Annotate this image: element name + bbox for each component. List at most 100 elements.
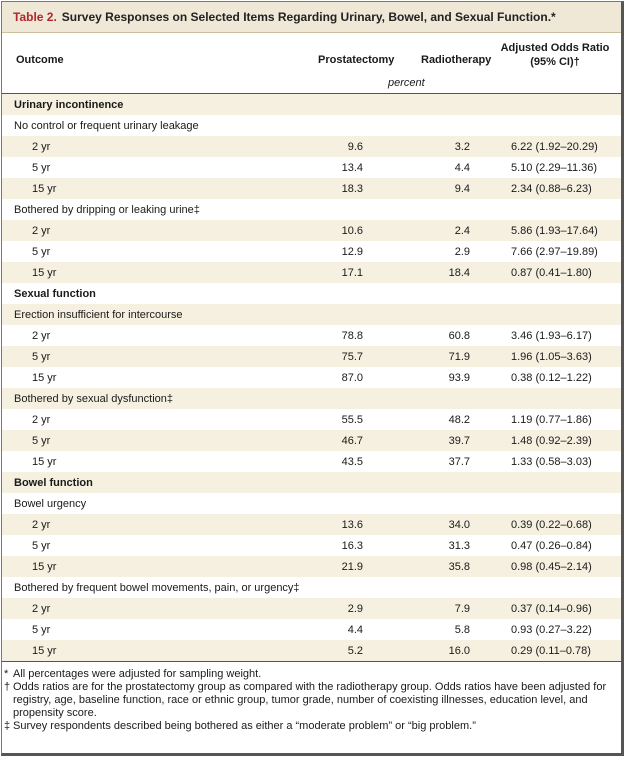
header-unit: percent bbox=[388, 77, 425, 89]
radiotherapy-value: 2.9 bbox=[454, 245, 470, 258]
radiotherapy-value: 37.7 bbox=[448, 455, 470, 468]
item-row: Bowel urgency bbox=[2, 493, 621, 514]
row-label: 15 yr bbox=[32, 455, 57, 468]
odds-ratio-value: 1.19 (0.77–1.86) bbox=[511, 413, 592, 426]
footnote-text: All percentages were adjusted for sampli… bbox=[13, 668, 262, 680]
row-label: 5 yr bbox=[32, 623, 51, 636]
header-aor-line1: Adjusted Odds Ratio bbox=[500, 42, 610, 54]
row-label: 5 yr bbox=[32, 161, 51, 174]
footnote-mark: * bbox=[4, 668, 9, 680]
row-label: 5 yr bbox=[32, 434, 51, 447]
row-label: No control or frequent urinary leakage bbox=[14, 119, 199, 132]
header-radiotherapy: Radiotherapy bbox=[421, 54, 492, 66]
odds-ratio-value: 0.38 (0.12–1.22) bbox=[511, 371, 592, 384]
table-row: 15 yr 87.0 93.9 0.38 (0.12–1.22) bbox=[2, 367, 621, 388]
prostatectomy-value: 87.0 bbox=[341, 371, 363, 384]
footnote: † Odds ratios are for the prostatectomy g… bbox=[4, 681, 617, 720]
odds-ratio-value: 0.29 (0.11–0.78) bbox=[511, 644, 591, 657]
odds-ratio-value: 1.33 (0.58–3.03) bbox=[511, 455, 592, 468]
item-row: Bothered by sexual dysfunction‡ bbox=[2, 388, 621, 409]
prostatectomy-value: 13.6 bbox=[341, 518, 363, 531]
radiotherapy-value: 93.9 bbox=[448, 371, 470, 384]
row-label: Erection insufficient for intercourse bbox=[14, 308, 183, 321]
radiotherapy-value: 34.0 bbox=[448, 518, 470, 531]
odds-ratio-value: 0.47 (0.26–0.84) bbox=[511, 539, 592, 552]
item-row: Bothered by frequent bowel movements, pa… bbox=[2, 577, 621, 598]
footnote-divider bbox=[2, 661, 621, 662]
row-label: 2 yr bbox=[32, 224, 51, 237]
prostatectomy-value: 4.4 bbox=[347, 623, 363, 636]
header-aor-line2: (95% CI)† bbox=[530, 56, 580, 68]
table-title: Survey Responses on Selected Items Regar… bbox=[61, 10, 556, 24]
row-label: 2 yr bbox=[32, 602, 51, 615]
prostatectomy-value: 2.9 bbox=[347, 602, 363, 615]
row-label: 5 yr bbox=[32, 539, 51, 552]
row-label: Bothered by frequent bowel movements, pa… bbox=[14, 581, 300, 594]
radiotherapy-value: 71.9 bbox=[448, 350, 470, 363]
table-body: Urinary incontinence No control or freque… bbox=[2, 94, 621, 661]
radiotherapy-value: 4.4 bbox=[454, 161, 470, 174]
prostatectomy-value: 21.9 bbox=[341, 560, 363, 573]
odds-ratio-value: 3.46 (1.93–6.17) bbox=[511, 329, 592, 342]
table-row: 5 yr 16.3 31.3 0.47 (0.26–0.84) bbox=[2, 535, 621, 556]
footnote-mark: † bbox=[4, 681, 11, 693]
odds-ratio-value: 2.34 (0.88–6.23) bbox=[511, 182, 592, 195]
radiotherapy-value: 39.7 bbox=[448, 434, 470, 447]
row-label: 15 yr bbox=[32, 644, 57, 657]
table-row: 15 yr 18.3 9.4 2.34 (0.88–6.23) bbox=[2, 178, 621, 199]
prostatectomy-value: 46.7 bbox=[341, 434, 363, 447]
row-label: 5 yr bbox=[32, 350, 51, 363]
prostatectomy-value: 43.5 bbox=[341, 455, 363, 468]
table-row: 2 yr 9.6 3.2 6.22 (1.92–20.29) bbox=[2, 136, 621, 157]
table-row: 5 yr 75.7 71.9 1.96 (1.05–3.63) bbox=[2, 346, 621, 367]
prostatectomy-value: 75.7 bbox=[341, 350, 363, 363]
row-label: Bothered by dripping or leaking urine‡ bbox=[14, 203, 200, 216]
prostatectomy-value: 18.3 bbox=[341, 182, 363, 195]
row-label: 15 yr bbox=[32, 560, 57, 573]
footnote: ‡ Survey respondents described being both… bbox=[4, 720, 617, 733]
row-label: Urinary incontinence bbox=[14, 98, 124, 111]
row-label: 15 yr bbox=[32, 266, 57, 279]
row-label: 5 yr bbox=[32, 245, 51, 258]
prostatectomy-value: 13.4 bbox=[341, 161, 363, 174]
radiotherapy-value: 48.2 bbox=[448, 413, 470, 426]
row-label: Bothered by sexual dysfunction‡ bbox=[14, 392, 173, 405]
section-row: Urinary incontinence bbox=[2, 94, 621, 115]
table-row: 2 yr 10.6 2.4 5.86 (1.93–17.64) bbox=[2, 220, 621, 241]
footnote-mark: ‡ bbox=[4, 720, 11, 732]
odds-ratio-value: 7.66 (2.97–19.89) bbox=[511, 245, 598, 258]
row-label: Bowel urgency bbox=[14, 497, 87, 510]
odds-ratio-value: 5.86 (1.93–17.64) bbox=[511, 224, 598, 237]
row-label: 15 yr bbox=[32, 182, 57, 195]
table-row: 15 yr 21.9 35.8 0.98 (0.45–2.14) bbox=[2, 556, 621, 577]
odds-ratio-value: 1.48 (0.92–2.39) bbox=[511, 434, 592, 447]
row-label: 2 yr bbox=[32, 329, 51, 342]
section-row: Bowel function bbox=[2, 472, 621, 493]
table-label: Table 2. bbox=[13, 10, 57, 24]
radiotherapy-value: 9.4 bbox=[454, 182, 470, 195]
prostatectomy-value: 9.6 bbox=[347, 140, 363, 153]
header-prostatectomy: Prostatectomy bbox=[318, 54, 395, 66]
radiotherapy-value: 7.9 bbox=[454, 602, 470, 615]
table-title-bar: Table 2. Survey Responses on Selected It… bbox=[2, 2, 621, 33]
radiotherapy-value: 60.8 bbox=[448, 329, 470, 342]
table-row: 5 yr 46.7 39.7 1.48 (0.92–2.39) bbox=[2, 430, 621, 451]
radiotherapy-value: 3.2 bbox=[454, 140, 470, 153]
row-label: Bowel function bbox=[14, 476, 93, 489]
row-label: 2 yr bbox=[32, 518, 51, 531]
odds-ratio-value: 6.22 (1.92–20.29) bbox=[511, 140, 598, 153]
radiotherapy-value: 35.8 bbox=[448, 560, 470, 573]
table-row: 2 yr 2.9 7.9 0.37 (0.14–0.96) bbox=[2, 598, 621, 619]
header-adjusted-odds-ratio: Adjusted Odds Ratio (95% CI)† bbox=[495, 41, 615, 69]
table-row: 2 yr 13.6 34.0 0.39 (0.22–0.68) bbox=[2, 514, 621, 535]
odds-ratio-value: 0.87 (0.41–1.80) bbox=[511, 266, 592, 279]
prostatectomy-value: 5.2 bbox=[347, 644, 363, 657]
odds-ratio-value: 0.93 (0.27–3.22) bbox=[511, 623, 592, 636]
header-outcome: Outcome bbox=[16, 54, 64, 66]
row-label: Sexual function bbox=[14, 287, 96, 300]
table-row: 5 yr 12.9 2.9 7.66 (2.97–19.89) bbox=[2, 241, 621, 262]
row-label: 2 yr bbox=[32, 413, 51, 426]
odds-ratio-value: 0.98 (0.45–2.14) bbox=[511, 560, 592, 573]
table-row: 5 yr 13.4 4.4 5.10 (2.29–11.36) bbox=[2, 157, 621, 178]
